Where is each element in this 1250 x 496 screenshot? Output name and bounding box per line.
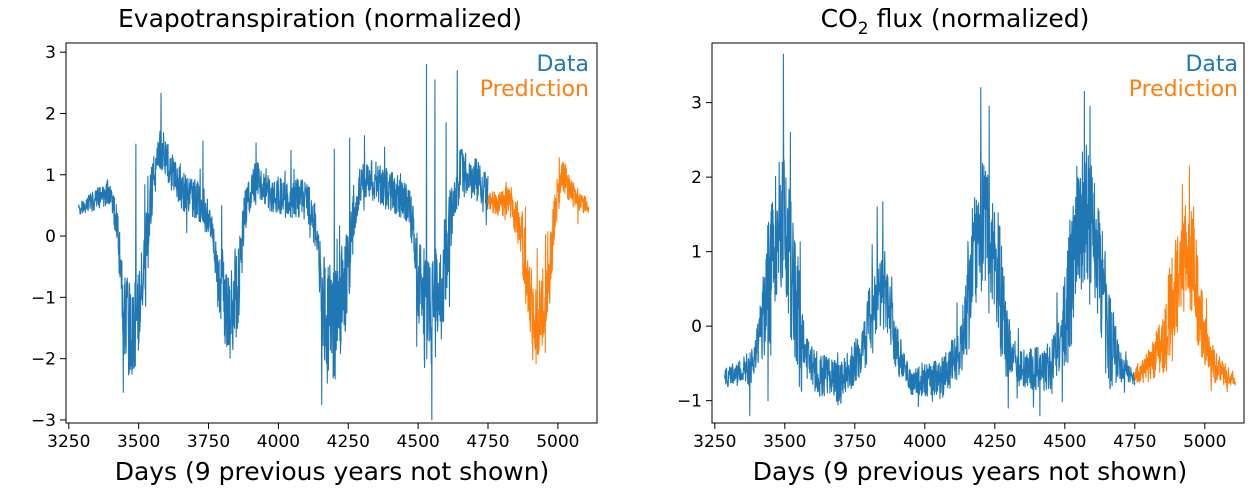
evapotranspiration-chart: Evapotranspiration (normalized) 3250 3500… xyxy=(31,4,598,486)
legend-prediction: Prediction xyxy=(480,77,589,102)
y-tick-label: 1 xyxy=(45,166,56,186)
series-data-line xyxy=(78,63,489,421)
y-tick-label: 0 xyxy=(691,317,702,337)
y-tick-label: 2 xyxy=(45,104,56,124)
title-subscript: 2 xyxy=(858,19,869,39)
x-tick-label: 3500 xyxy=(763,432,806,452)
x-axis-label: Days (9 previous years not shown) xyxy=(753,457,1188,486)
y-tick-label: −1 xyxy=(677,392,702,412)
x-tick-label: 4500 xyxy=(397,432,440,452)
y-tick-label: −1 xyxy=(31,288,56,308)
x-tick-label: 4000 xyxy=(903,432,946,452)
chart-title: CO2 flux (normalized) xyxy=(821,4,1090,39)
x-tick-label: 4250 xyxy=(973,432,1016,452)
x-tick-label: 3500 xyxy=(117,432,160,452)
plot-lines xyxy=(78,63,590,421)
y-tick-label: 1 xyxy=(691,243,702,263)
x-tick-label: 4500 xyxy=(1043,432,1086,452)
x-tick-label: 3250 xyxy=(47,432,90,452)
title-suffix: flux (normalized) xyxy=(869,4,1090,33)
x-tick-label: 4000 xyxy=(257,432,300,452)
y-tick-label: 3 xyxy=(45,43,56,63)
x-tick-label: 3750 xyxy=(187,432,230,452)
x-tick-label: 4750 xyxy=(1113,432,1156,452)
x-tick-label: 4250 xyxy=(327,432,370,452)
y-tick-label: −2 xyxy=(31,350,56,370)
y-axis-ticks: −1 0 1 2 3 xyxy=(677,94,712,412)
x-tick-label: 5000 xyxy=(1183,432,1226,452)
y-axis-ticks: −3 −2 −1 0 1 2 3 xyxy=(31,43,66,431)
x-tick-label: 4750 xyxy=(466,432,509,452)
title-co: CO xyxy=(821,4,858,33)
x-tick-label: 5000 xyxy=(536,432,579,452)
legend-data: Data xyxy=(536,52,589,77)
x-axis-ticks: 3250 3500 3750 4000 4250 4500 4750 5000 xyxy=(693,423,1226,452)
series-prediction-line xyxy=(1134,165,1237,393)
y-tick-label: 0 xyxy=(45,227,56,247)
legend-data: Data xyxy=(1185,52,1238,77)
x-tick-label: 3750 xyxy=(833,432,876,452)
legend-prediction: Prediction xyxy=(1129,77,1238,102)
plot-frame xyxy=(65,42,598,424)
x-axis-ticks: 3250 3500 3750 4000 4250 4500 4750 5000 xyxy=(47,423,580,452)
y-tick-label: 3 xyxy=(691,94,702,114)
x-tick-label: 3250 xyxy=(693,432,736,452)
chart-title: Evapotranspiration (normalized) xyxy=(118,4,522,33)
series-data-line xyxy=(724,53,1136,417)
x-axis-label: Days (9 previous years not shown) xyxy=(115,457,550,486)
plot-lines xyxy=(724,53,1237,417)
y-tick-label: −3 xyxy=(31,411,56,431)
series-prediction-line xyxy=(487,157,590,365)
plot-frame xyxy=(711,42,1245,424)
y-tick-label: 2 xyxy=(691,168,702,188)
co2-flux-chart: CO2 flux (normalized) 3250 3500 3750 4000 42… xyxy=(677,4,1245,486)
